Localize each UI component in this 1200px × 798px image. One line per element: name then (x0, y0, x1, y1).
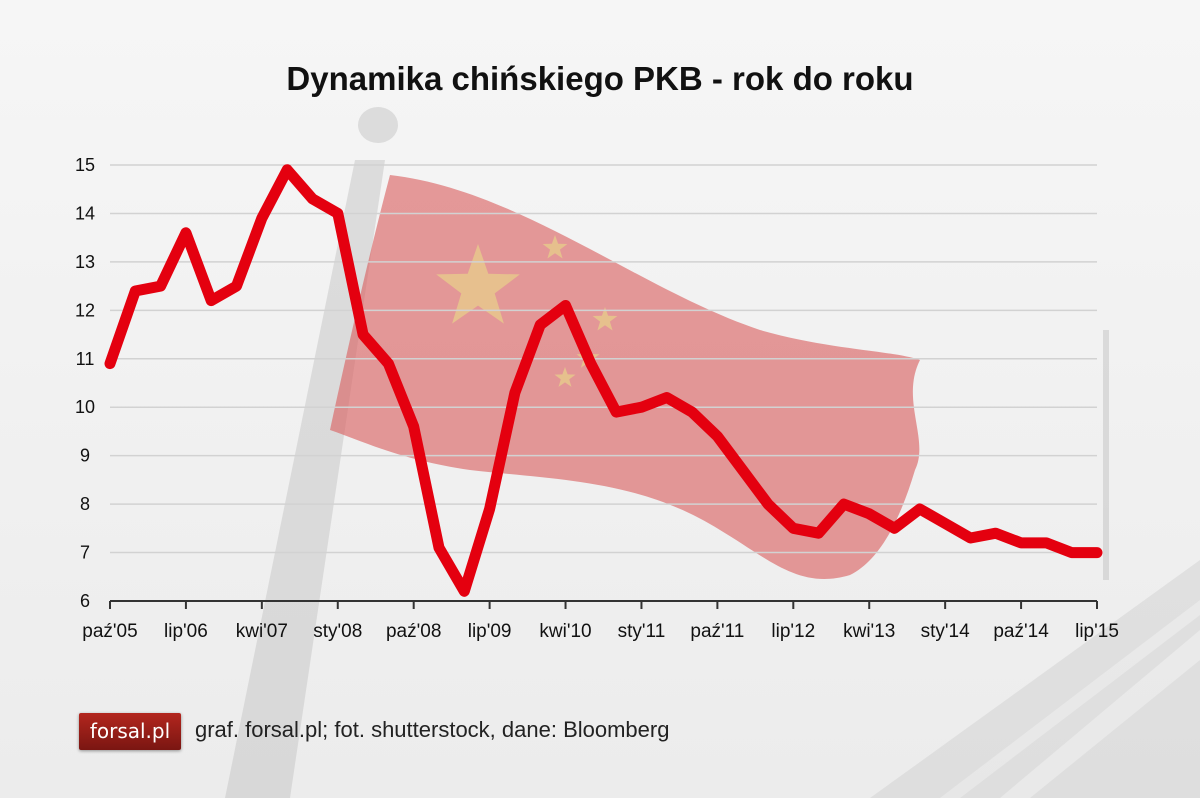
forsal-logo: forsal.pl (79, 713, 181, 750)
y-tick-label: 10 (75, 397, 95, 417)
x-tick-label: lip'09 (468, 621, 512, 642)
y-tick-label: 7 (80, 543, 90, 563)
chart-title: Dynamika chińskiego PKB - rok do roku (286, 60, 914, 97)
x-tick-label: paź'14 (993, 621, 1049, 642)
source-credits: graf. forsal.pl; fot. shutterstock, dane… (195, 717, 670, 742)
y-tick-label: 13 (75, 252, 95, 272)
x-tick-label: lip'06 (164, 621, 208, 642)
x-tick-label: sty'08 (313, 621, 362, 642)
y-tick-label: 6 (80, 591, 90, 611)
x-tick-label: lip'15 (1075, 621, 1119, 642)
y-tick-label: 9 (80, 446, 90, 466)
y-tick-label: 8 (80, 494, 90, 514)
building-icon (870, 330, 1200, 798)
y-tick-label: 15 (75, 155, 95, 175)
x-tick-label: paź'11 (690, 621, 744, 642)
x-tick-label: sty'11 (618, 621, 666, 642)
gdp-series-line (104, 164, 1103, 597)
y-tick-label: 14 (75, 203, 95, 223)
x-tick-label: kwi'10 (539, 621, 591, 642)
y-tick-label: 12 (75, 300, 95, 320)
x-tick-label: sty'14 (921, 621, 970, 642)
x-tick-label: lip'12 (771, 621, 815, 642)
x-tick-label: paź'08 (386, 621, 441, 642)
y-tick-label: 11 (76, 349, 95, 369)
x-tick-label: kwi'07 (236, 621, 288, 642)
x-tick-label: paź'05 (82, 621, 137, 642)
x-tick-label: kwi'13 (843, 621, 895, 642)
flagpole-icon (225, 107, 398, 798)
